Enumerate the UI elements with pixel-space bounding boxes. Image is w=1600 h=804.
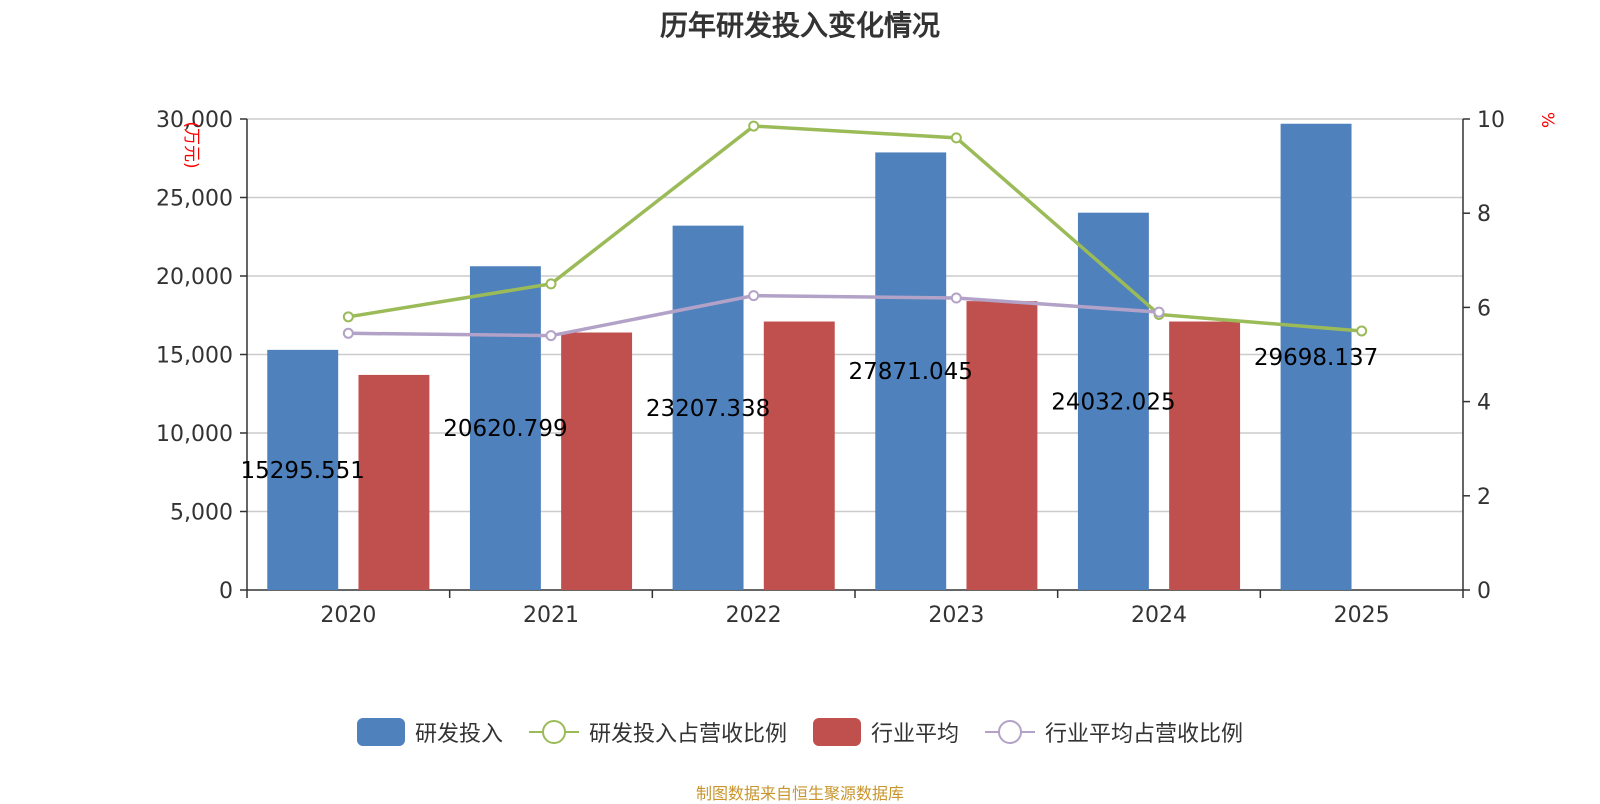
point-industry-ratio (545, 330, 557, 342)
chart-title: 历年研发投入变化情况 (659, 9, 940, 42)
bar-rd-investment (469, 266, 541, 590)
point-rd-ratio (748, 120, 760, 132)
x-tick-label: 2021 (523, 603, 579, 628)
point-industry-ratio (748, 290, 760, 302)
y-left-tick-label: 25,000 (156, 187, 233, 212)
x-tick-label: 2024 (1131, 603, 1187, 628)
y-right-tick-label: 10 (1477, 108, 1505, 133)
bar-industry-average (763, 321, 835, 590)
point-industry-ratio (342, 327, 354, 339)
y-left-tick-label: 0 (219, 579, 233, 604)
legend-label: 研发投入 (414, 722, 503, 747)
source-note: 制图数据来自恒生聚源数据库 (695, 784, 904, 803)
point-rd-ratio (545, 278, 557, 290)
legend-label: 行业平均 (871, 722, 960, 747)
y-right-tick-label: 0 (1477, 579, 1491, 604)
legend-label: 研发投入占营收比例 (588, 722, 787, 747)
bar-rd-investment (875, 152, 947, 590)
legend-swatch-line (528, 720, 579, 744)
point-industry-ratio (950, 292, 962, 304)
point-rd-ratio (1356, 325, 1368, 337)
data-label: 23207.338 (646, 396, 770, 422)
y-right-unit-label: % (1537, 112, 1557, 128)
legend-swatch-bar (356, 718, 405, 746)
point-rd-ratio (342, 311, 354, 323)
y-left-tick-label: 20,000 (156, 265, 233, 290)
y-left-tick-label: 30,000 (156, 108, 233, 133)
legend-item[interactable]: 研发投入占营收比例 (528, 716, 787, 748)
point-industry-ratio (1153, 306, 1165, 318)
legend: 研发投入 研发投入占营收比例 行业平均 行业平均占营收比例 (0, 716, 1600, 748)
line-rd-ratio (348, 124, 1362, 333)
x-tick-label: 2023 (928, 603, 984, 628)
y-right-tick-label: 6 (1477, 296, 1491, 321)
legend-item[interactable]: 研发投入 (356, 716, 503, 748)
point-rd-ratio (950, 132, 962, 144)
bar-industry-average (358, 374, 430, 590)
legend-label: 行业平均占营收比例 (1045, 722, 1244, 747)
y-right-tick-label: 2 (1477, 485, 1491, 510)
legend-swatch-line (985, 720, 1036, 744)
legend-item[interactable]: 行业平均 (813, 716, 959, 748)
y-right-tick-label: 8 (1477, 202, 1491, 227)
y-left-tick-label: 15,000 (156, 344, 233, 369)
x-tick-label: 2020 (320, 603, 376, 628)
legend-item[interactable]: 行业平均占营收比例 (985, 716, 1243, 748)
x-tick-label: 2025 (1334, 603, 1390, 628)
y-left-tick-label: 10,000 (156, 422, 233, 447)
data-label: 20620.799 (443, 416, 567, 442)
bar-rd-investment (267, 349, 339, 590)
legend-swatch-bar (813, 718, 861, 746)
bar-rd-investment (1280, 123, 1352, 590)
bar-industry-average (966, 301, 1038, 590)
y-left-tick-label: 5,000 (170, 501, 233, 526)
data-label: 29698.137 (1254, 345, 1378, 371)
data-label: 27871.045 (849, 359, 973, 385)
x-tick-label: 2022 (726, 603, 782, 628)
bar-industry-average (561, 332, 633, 590)
data-label: 24032.025 (1051, 389, 1175, 415)
bar-rd-investment (672, 225, 744, 591)
y-left-unit-label: (万元) (181, 121, 201, 168)
data-label: 15295.551 (241, 458, 365, 484)
bar-industry-average (1169, 321, 1241, 590)
y-right-tick-label: 4 (1477, 391, 1491, 416)
